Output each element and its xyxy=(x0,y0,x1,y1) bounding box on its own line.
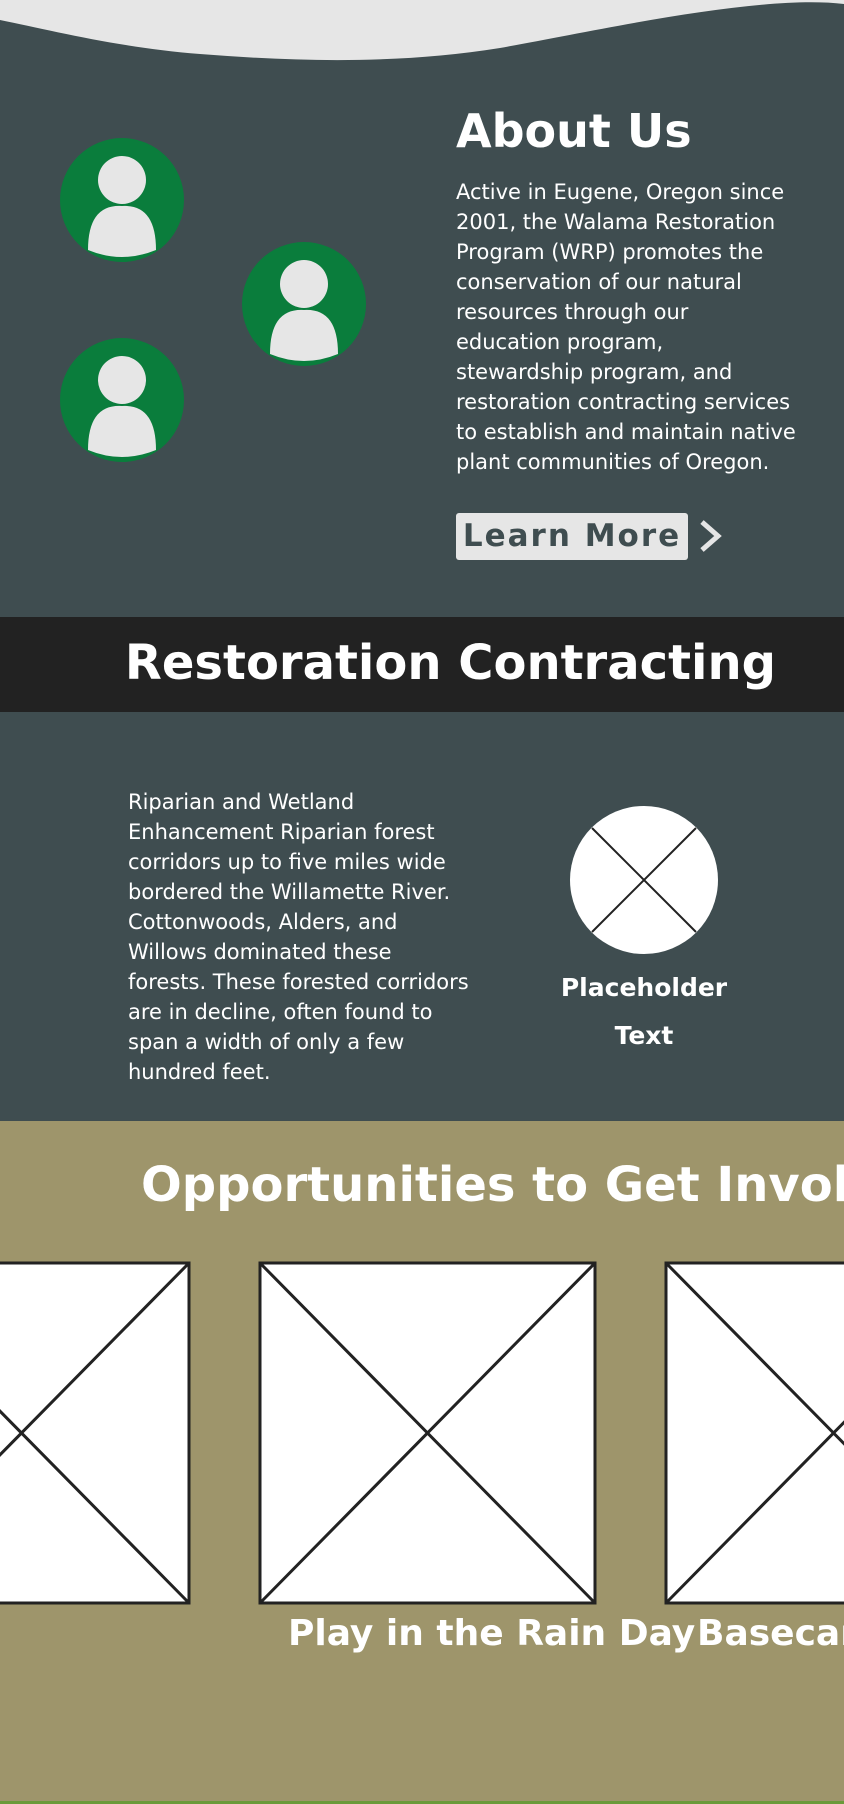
placeholder-text: Placeholder Text xyxy=(560,973,728,1050)
learn-more-button[interactable]: Learn More xyxy=(456,513,688,560)
contracting-section: Riparian and Wetland Enhancement Riparia… xyxy=(0,712,844,1121)
card-label[interactable]: Basecamp xyxy=(697,1613,844,1654)
cards xyxy=(0,1261,844,1605)
wave xyxy=(0,0,844,61)
about-title: About Us xyxy=(456,104,692,158)
placeholder-image xyxy=(570,806,718,954)
contracting-title: Restoration Contracting xyxy=(124,635,776,691)
avatars xyxy=(60,138,366,462)
card-label[interactable]: Play in the Rain Day xyxy=(288,1613,696,1654)
contracting-header: Restoration Contracting xyxy=(0,617,844,712)
chevron[interactable] xyxy=(696,518,726,554)
opportunities-section: Opportunities to Get Involved Play in th… xyxy=(0,1121,844,1804)
contracting-text: Riparian and Wetland Enhancement Riparia… xyxy=(128,790,469,1084)
about-text: Active in Eugene, Oregon since 2001, the… xyxy=(456,180,796,474)
about-section: About Us Active in Eugene, Oregon since … xyxy=(0,0,844,617)
opportunities-title: Opportunities to Get Involved xyxy=(141,1157,844,1213)
